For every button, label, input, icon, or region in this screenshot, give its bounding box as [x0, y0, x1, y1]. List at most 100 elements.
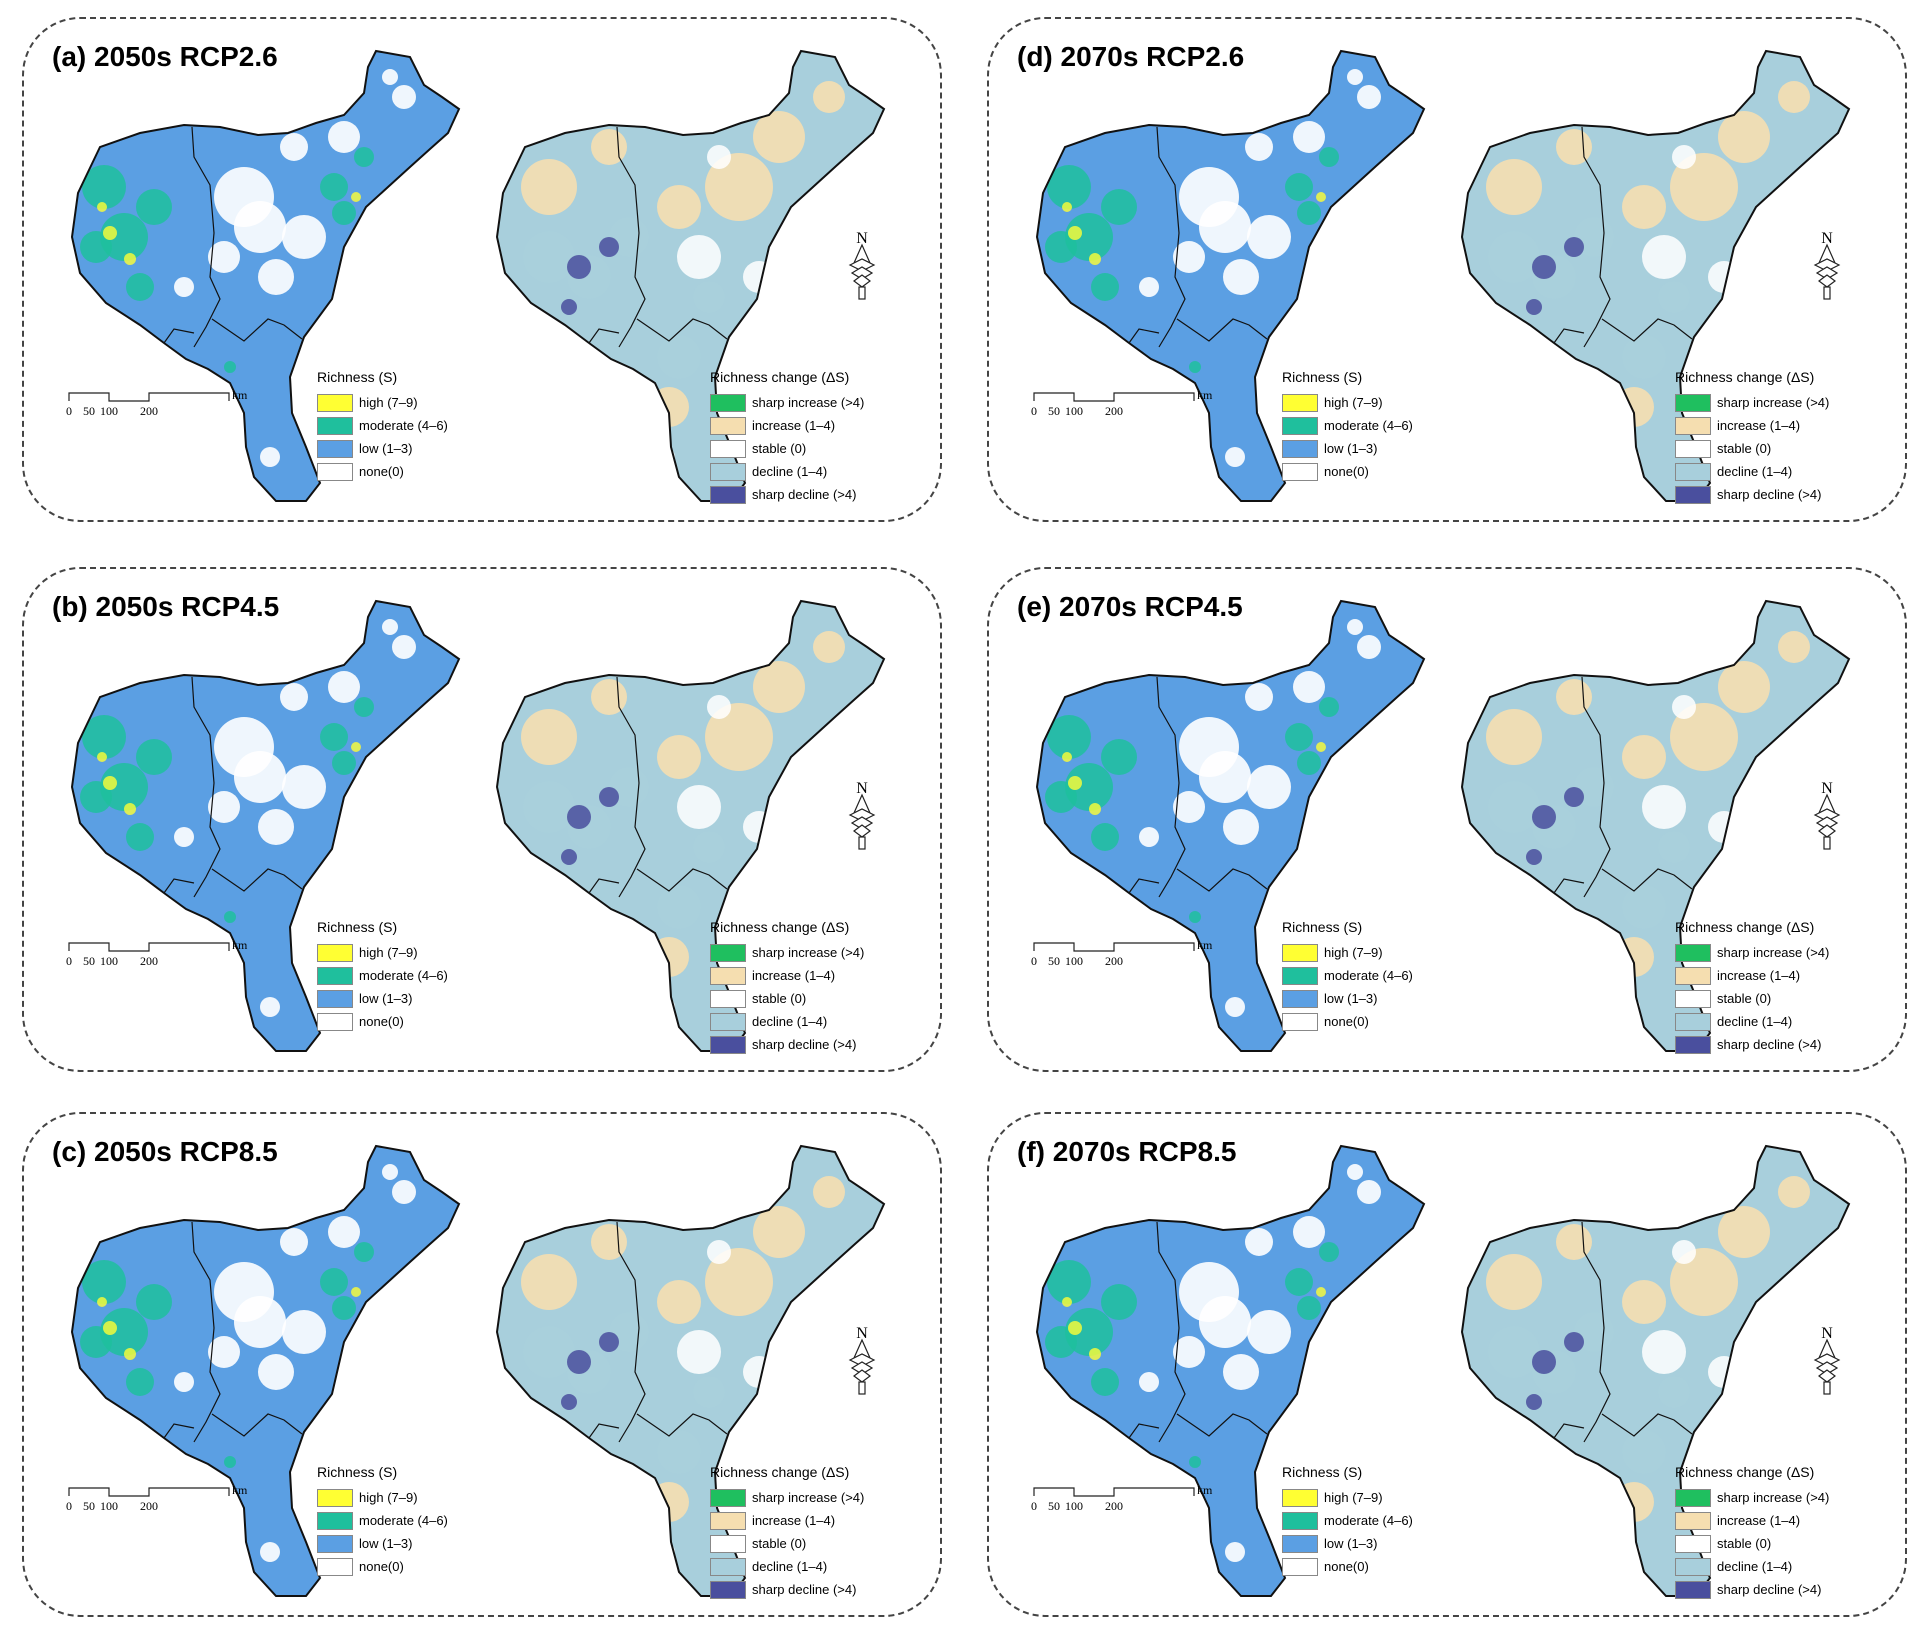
richness-change-legend: Richness change (ΔS) sharp increase (>4)… — [710, 369, 864, 506]
change-legend-label: stable (0) — [752, 991, 807, 1006]
north-arrow: N — [1807, 779, 1847, 864]
change-legend-swatch — [710, 1557, 746, 1576]
richness-legend-item: none(0) — [317, 1010, 448, 1033]
richness-map — [44, 587, 474, 1057]
map-patch — [567, 1350, 591, 1374]
map-patch — [1622, 735, 1666, 779]
richness-legend-swatch — [317, 1534, 353, 1553]
map-patch — [354, 1242, 374, 1262]
map-patch — [1672, 145, 1696, 169]
change-legend-swatch — [1675, 1012, 1711, 1031]
map-patch — [100, 213, 148, 261]
map-patch — [1062, 1297, 1072, 1307]
map-patch — [1173, 791, 1205, 823]
change-legend-label: sharp increase (>4) — [752, 1490, 865, 1505]
richness-legend-swatch — [1282, 462, 1318, 481]
map-patch — [1065, 213, 1113, 261]
change-legend-item: decline (1–4) — [1675, 1010, 1829, 1033]
map-patch — [657, 735, 701, 779]
richness-legend-label: low (1–3) — [359, 441, 413, 456]
map-patch — [1062, 202, 1072, 212]
scale-bar-svg: 0 50 100 200 km — [66, 1483, 248, 1513]
richness-map-svg — [1035, 599, 1426, 1052]
map-patch — [705, 703, 773, 771]
map-patch — [224, 1456, 236, 1468]
richness-legend-swatch — [1282, 1012, 1318, 1031]
map-patch — [1223, 809, 1259, 845]
map-patch — [208, 241, 240, 273]
change-legend-label: increase (1–4) — [752, 968, 836, 983]
map-patch — [705, 1248, 773, 1316]
richness-change-legend-title: Richness change (ΔS) — [710, 919, 850, 935]
map-patch — [1718, 111, 1770, 163]
change-legend-item: sharp increase (>4) — [710, 1486, 864, 1509]
map-patch — [136, 189, 172, 225]
map-patch — [1564, 787, 1584, 807]
change-legend-swatch — [710, 485, 746, 504]
richness-change-map-svg — [495, 599, 886, 1052]
change-legend-label: sharp increase (>4) — [752, 945, 865, 960]
panel-title: (e) 2070s RCP4.5 — [1017, 591, 1243, 622]
north-arrow-icon: N — [1813, 230, 1841, 300]
richness-legend-swatch — [317, 943, 353, 962]
north-label: N — [1821, 780, 1833, 797]
richness-legend-title: Richness (S) — [1282, 369, 1363, 385]
richness-legend-item: high (7–9) — [317, 391, 448, 414]
map-patch — [392, 635, 416, 659]
change-legend-swatch — [1675, 439, 1711, 458]
richness-legend-swatch — [317, 1012, 353, 1031]
richness-change-legend-title: Richness change (ΔS) — [710, 369, 850, 385]
map-patch — [1556, 679, 1592, 715]
change-legend-swatch — [1675, 1488, 1711, 1507]
north-label: N — [856, 230, 868, 247]
map-patch — [1225, 997, 1245, 1017]
map-patch — [1622, 1280, 1666, 1324]
map-patch — [1718, 1206, 1770, 1258]
province-boundary — [1128, 126, 1268, 348]
richness-legend-item: low (1–3) — [317, 987, 448, 1010]
richness-legend-title: Richness (S) — [1282, 1464, 1363, 1480]
map-patch — [1658, 1376, 1690, 1408]
map-patch — [82, 715, 126, 759]
map-patch — [260, 997, 280, 1017]
richness-legend: Richness (S) high (7–9) moderate (4–6) low… — [317, 919, 448, 1033]
richness-legend-label: low (1–3) — [359, 991, 413, 1006]
map-patch — [80, 781, 112, 813]
richness-change-map — [469, 1132, 899, 1602]
richness-change-map — [1434, 1132, 1864, 1602]
map-patch — [1526, 1394, 1542, 1410]
map-patch — [382, 619, 398, 635]
richness-legend-title: Richness (S) — [317, 369, 398, 385]
map-patch — [280, 1228, 308, 1256]
map-patch — [258, 1354, 294, 1390]
change-legend-item: sharp decline (>4) — [1675, 1578, 1829, 1601]
change-legend-swatch — [1675, 966, 1711, 985]
change-legend-label: increase (1–4) — [752, 418, 836, 433]
change-legend-item: stable (0) — [710, 987, 864, 1010]
map-patch — [657, 185, 701, 229]
richness-legend-title: Richness (S) — [317, 919, 398, 935]
richness-change-legend: Richness change (ΔS) sharp increase (>4)… — [1675, 919, 1829, 1056]
richness-legend-item: high (7–9) — [317, 941, 448, 964]
scale-tick-label: 100 — [100, 1499, 118, 1513]
map-patch — [1189, 1456, 1201, 1468]
richness-change-legend: Richness change (ΔS) sharp increase (>4)… — [710, 919, 864, 1056]
change-legend-swatch — [1675, 943, 1711, 962]
map-patch — [124, 803, 136, 815]
map-patch — [1347, 619, 1363, 635]
change-legend-item: increase (1–4) — [1675, 964, 1829, 987]
map-patch — [1622, 1430, 1666, 1474]
map-patch — [521, 159, 577, 215]
change-legend-item: increase (1–4) — [710, 1509, 864, 1532]
map-patch — [1718, 661, 1770, 713]
scenario-panel-b: (b) 2050s RCP4.5 N — [22, 567, 942, 1072]
change-legend-swatch — [1675, 485, 1711, 504]
scale-tick-label: 50 — [1048, 954, 1060, 968]
map-patch — [1357, 635, 1381, 659]
map-patch — [320, 173, 348, 201]
scale-tick-label: 200 — [1105, 954, 1123, 968]
map-patch — [705, 153, 773, 221]
map-patch — [693, 1376, 725, 1408]
map-patch — [103, 1321, 117, 1335]
change-legend-swatch — [1675, 1511, 1711, 1530]
